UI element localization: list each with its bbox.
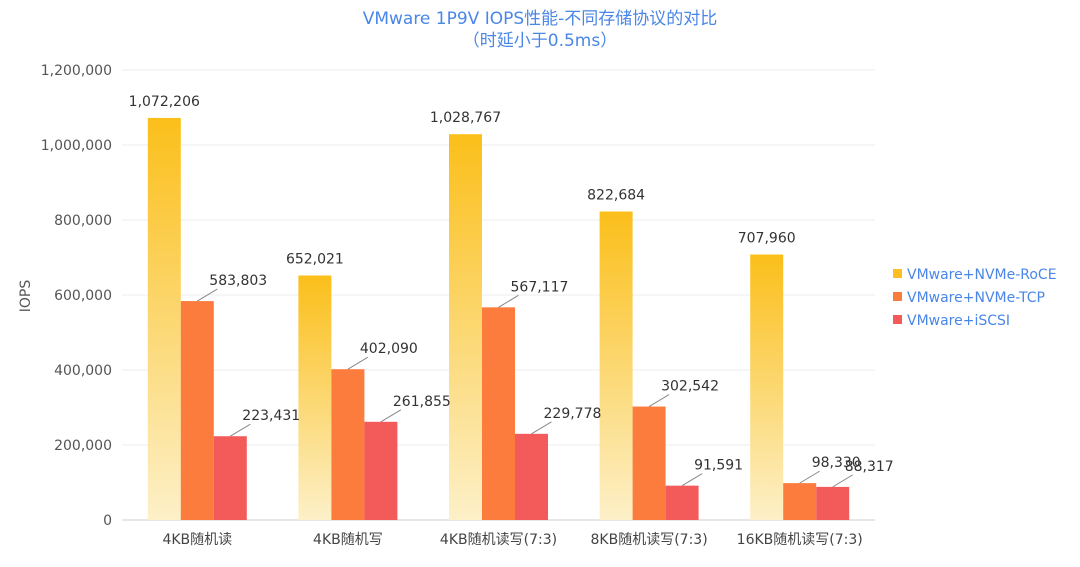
bar bbox=[298, 275, 332, 520]
data-label: 223,431 bbox=[242, 408, 300, 424]
legend: VMware+NVMe-RoCE VMware+NVMe-TCP VMware+iS… bbox=[893, 267, 1057, 329]
legend-entry: VMware+NVMe-RoCE bbox=[907, 267, 1057, 283]
data-label-leader bbox=[832, 474, 853, 488]
bar bbox=[783, 483, 817, 520]
bar bbox=[632, 406, 666, 520]
data-label-leader bbox=[498, 294, 519, 308]
chart-subtitle: （时延小于0.5ms） bbox=[463, 31, 617, 51]
data-label-leader bbox=[197, 288, 218, 302]
data-label: 567,117 bbox=[511, 279, 569, 295]
bar bbox=[599, 211, 633, 520]
bar bbox=[665, 485, 699, 520]
legend-entry: VMware+NVMe-TCP bbox=[907, 290, 1045, 306]
data-label: 822,684 bbox=[587, 187, 645, 203]
y-tick-label: 400,000 bbox=[54, 363, 112, 379]
legend-swatch bbox=[893, 269, 902, 278]
bar bbox=[331, 369, 365, 520]
bar bbox=[364, 421, 398, 520]
bar bbox=[213, 436, 247, 520]
bar-layer bbox=[147, 117, 850, 520]
data-label: 402,090 bbox=[360, 341, 418, 357]
data-label-leader bbox=[648, 394, 670, 407]
data-label: 261,855 bbox=[393, 394, 451, 410]
data-label: 583,803 bbox=[209, 273, 267, 289]
y-tick-label: 600,000 bbox=[54, 288, 112, 304]
legend-swatch bbox=[893, 315, 902, 324]
y-tick-label: 1,000,000 bbox=[41, 138, 112, 154]
data-label: 91,591 bbox=[694, 458, 743, 474]
bar bbox=[750, 254, 784, 520]
data-label-leader bbox=[347, 356, 369, 370]
data-label: 652,021 bbox=[286, 251, 344, 267]
x-tick-label: 4KB随机读 bbox=[162, 531, 232, 548]
data-label: 1,028,767 bbox=[430, 110, 501, 126]
bar bbox=[147, 117, 181, 520]
y-axis-label: IOPS bbox=[18, 280, 34, 313]
data-label-leader bbox=[681, 473, 703, 487]
data-label: 707,960 bbox=[738, 231, 796, 247]
y-tick-label: 800,000 bbox=[54, 213, 112, 229]
data-label: 1,072,206 bbox=[129, 94, 200, 110]
x-tick-label: 16KB随机读写(7:3) bbox=[737, 531, 863, 548]
data-label-leader bbox=[799, 470, 820, 484]
grid-layer: 0 200,000 400,000 600,000 800,000 1,000,000 1,… bbox=[41, 63, 875, 529]
data-label-leader bbox=[230, 423, 251, 437]
data-label: 229,778 bbox=[544, 406, 602, 422]
bar bbox=[515, 433, 548, 520]
data-label-leader bbox=[531, 421, 552, 435]
y-tick-label: 1,200,000 bbox=[41, 63, 112, 79]
x-tick-label: 4KB随机写 bbox=[313, 532, 383, 548]
data-label: 88,317 bbox=[845, 459, 894, 475]
data-label: 302,542 bbox=[661, 379, 719, 395]
legend-entry: VMware+iSCSI bbox=[907, 313, 1010, 329]
x-tick-label: 4KB随机读写(7:3) bbox=[440, 531, 557, 548]
y-tick-label: 200,000 bbox=[54, 438, 112, 454]
bar bbox=[482, 307, 515, 520]
bar bbox=[816, 486, 850, 520]
chart-title: VMware 1P9V IOPS性能-不同存储协议的对比 bbox=[363, 9, 718, 29]
bar bbox=[449, 134, 482, 520]
y-tick-label: 0 bbox=[103, 513, 112, 529]
data-label-leader bbox=[380, 409, 402, 423]
x-tick-label: 8KB随机读写(7:3) bbox=[591, 531, 708, 548]
data-label-layer: 4KB随机读 1,072,206 583,803 223,431 4KB随机写 652,0… bbox=[129, 94, 894, 548]
bar bbox=[180, 301, 214, 520]
data-label: 98,330 bbox=[812, 455, 861, 471]
legend-swatch bbox=[893, 292, 902, 301]
